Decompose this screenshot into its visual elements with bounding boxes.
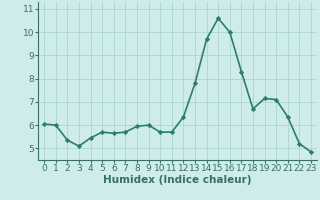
X-axis label: Humidex (Indice chaleur): Humidex (Indice chaleur) (103, 175, 252, 185)
